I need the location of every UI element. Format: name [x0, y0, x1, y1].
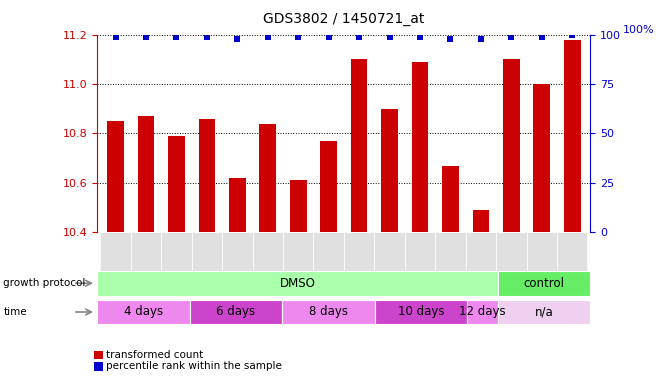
Point: [232, 35, 243, 41]
Bar: [557, 232, 587, 271]
Bar: [222, 232, 252, 271]
Bar: [107, 121, 124, 232]
Point: [262, 33, 273, 40]
Bar: [467, 300, 498, 324]
Bar: [498, 271, 590, 296]
Bar: [466, 232, 496, 271]
Bar: [260, 124, 276, 232]
Text: growth protocol: growth protocol: [3, 278, 86, 288]
Text: time: time: [3, 307, 27, 317]
Point: [476, 35, 486, 41]
Bar: [351, 59, 368, 232]
Bar: [190, 300, 282, 324]
Point: [171, 33, 182, 40]
Bar: [503, 59, 520, 232]
Bar: [374, 300, 467, 324]
Point: [445, 35, 456, 41]
Text: transformed count: transformed count: [106, 350, 203, 360]
Bar: [374, 232, 405, 271]
Bar: [252, 232, 283, 271]
Bar: [161, 232, 192, 271]
Bar: [313, 232, 344, 271]
Bar: [411, 62, 428, 232]
Point: [141, 33, 152, 40]
Text: control: control: [524, 277, 565, 290]
Bar: [131, 232, 161, 271]
Text: 10 days: 10 days: [398, 306, 444, 318]
Point: [201, 33, 212, 40]
Bar: [533, 84, 550, 232]
Point: [354, 33, 364, 40]
Point: [536, 33, 547, 40]
Bar: [472, 210, 489, 232]
Point: [506, 33, 517, 40]
Point: [293, 33, 303, 40]
Text: 100%: 100%: [623, 25, 654, 35]
Bar: [199, 119, 215, 232]
Text: 4 days: 4 days: [124, 306, 163, 318]
Bar: [192, 232, 222, 271]
Text: percentile rank within the sample: percentile rank within the sample: [106, 361, 282, 371]
Point: [567, 31, 578, 38]
Text: 6 days: 6 days: [217, 306, 256, 318]
Bar: [381, 109, 398, 232]
Point: [384, 33, 395, 40]
Bar: [138, 116, 154, 232]
Text: n/a: n/a: [535, 306, 554, 318]
Point: [415, 33, 425, 40]
Point: [110, 33, 121, 40]
Bar: [101, 232, 131, 271]
Bar: [97, 271, 498, 296]
Bar: [405, 232, 435, 271]
Point: [323, 33, 334, 40]
Bar: [168, 136, 185, 232]
Bar: [496, 232, 527, 271]
Bar: [344, 232, 374, 271]
Text: 12 days: 12 days: [459, 306, 506, 318]
Bar: [229, 178, 246, 232]
Bar: [283, 232, 313, 271]
Bar: [435, 232, 466, 271]
Bar: [527, 232, 557, 271]
Bar: [97, 300, 190, 324]
Bar: [290, 180, 307, 232]
Text: GDS3802 / 1450721_at: GDS3802 / 1450721_at: [263, 12, 425, 25]
Text: DMSO: DMSO: [280, 277, 315, 290]
Bar: [442, 166, 459, 232]
Bar: [564, 40, 580, 232]
Bar: [320, 141, 337, 232]
Text: 8 days: 8 days: [309, 306, 348, 318]
Bar: [282, 300, 374, 324]
Bar: [498, 300, 590, 324]
